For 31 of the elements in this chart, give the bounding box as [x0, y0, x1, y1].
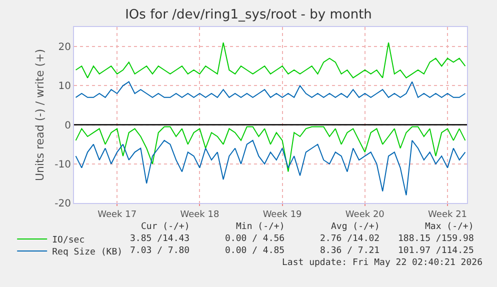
text: Min (-/+) — [236, 222, 285, 232]
x-tick-label: Week 18 — [180, 210, 220, 220]
x-tick-label: Week 19 — [262, 210, 302, 220]
text: Cur (-/+) — [141, 222, 190, 232]
text: 0.00 / 4.85 — [225, 246, 285, 256]
line-series — [75, 126, 466, 172]
legend-label: IO/sec — [52, 236, 85, 246]
y-tick-label: -10 — [54, 159, 71, 170]
x-tick-label: Week 17 — [98, 210, 137, 220]
line-series — [75, 42, 466, 78]
y-tick-label: 0 — [64, 120, 71, 132]
line-series — [75, 140, 466, 196]
text: 101.97 /114.25 — [398, 246, 474, 256]
text: 0.00 / 4.56 — [225, 234, 285, 244]
y-axis-title: Units read (-) / write (+) — [33, 48, 46, 182]
text: Avg (-/+) — [331, 222, 380, 232]
chart-title: IOs for /dev/ring1_sys/root - by month — [125, 8, 372, 23]
x-tick-label: Week 20 — [345, 210, 385, 220]
legend-label: Req Size (KB) — [52, 248, 123, 258]
y-tick-label: 10 — [58, 81, 71, 92]
x-tick-label: Week 21 — [428, 210, 468, 220]
y-tick-label: -20 — [54, 198, 71, 210]
text: Max (-/+) — [425, 222, 474, 232]
text: 2.76 /14.02 — [320, 234, 380, 244]
line-series — [75, 81, 466, 98]
text: Last update: Fri May 22 02:40:21 2026 — [282, 258, 482, 268]
text: 3.85 /14.43 — [130, 234, 190, 244]
y-tick-label: 20 — [58, 42, 71, 54]
text: 7.03 / 7.80 — [130, 246, 190, 256]
text: 8.36 / 7.21 — [320, 246, 380, 256]
text: 188.15 /159.98 — [398, 234, 474, 244]
